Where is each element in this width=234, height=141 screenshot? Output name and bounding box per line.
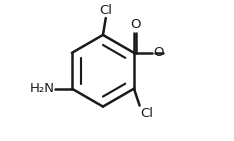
Text: Cl: Cl xyxy=(140,107,153,120)
Text: Cl: Cl xyxy=(99,4,112,17)
Text: H₂N: H₂N xyxy=(29,82,54,95)
Text: O: O xyxy=(130,18,140,31)
Text: O: O xyxy=(153,46,163,59)
